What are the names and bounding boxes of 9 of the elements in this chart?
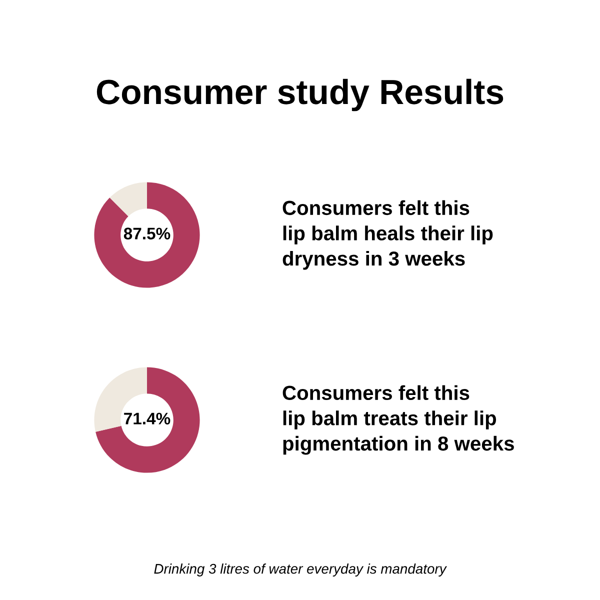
text: Consumer study Results bbox=[96, 78, 504, 112]
data-label: 71.4% bbox=[124, 412, 170, 424]
donut-slice bbox=[94, 182, 200, 288]
text: Consumers felt this lip balm heals their lip dryness in 3 weeks bbox=[282, 200, 493, 270]
donut-slice bbox=[96, 367, 200, 473]
text: Consumers felt this lip balm treats their lip pigmentation in 8 weeks bbox=[282, 385, 514, 455]
data-label: 87.5% bbox=[124, 228, 170, 240]
text: Drinking 3 litres of water everyday is mandatory bbox=[154, 564, 447, 576]
donut-slice bbox=[110, 182, 147, 216]
